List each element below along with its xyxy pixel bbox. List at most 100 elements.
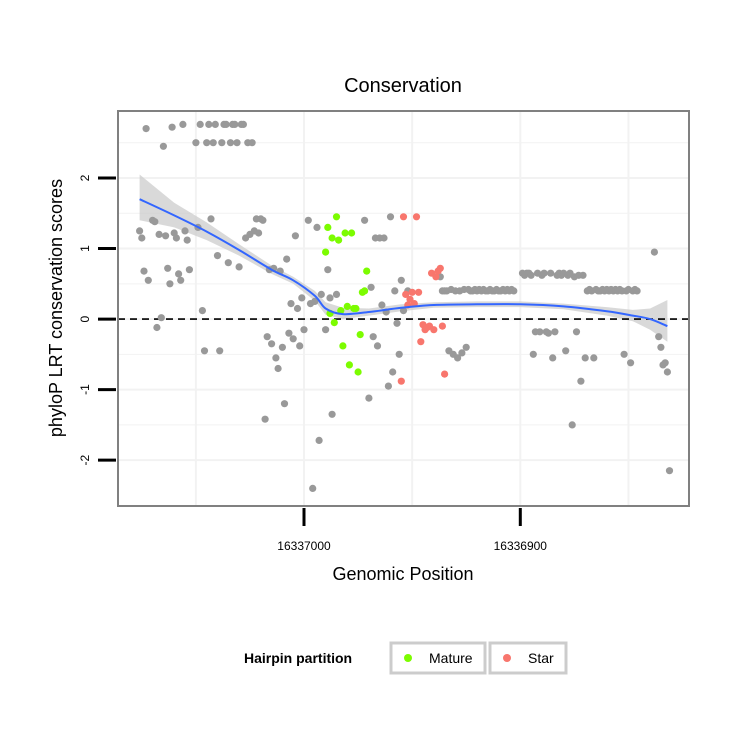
- point-other: [627, 359, 635, 367]
- point-mature: [335, 236, 343, 244]
- point-other: [280, 400, 289, 408]
- point-other: [183, 236, 191, 244]
- point-other: [380, 234, 388, 242]
- point-other: [157, 314, 165, 322]
- plot-panel: [117, 110, 690, 507]
- point-other: [304, 216, 312, 224]
- point-other: [235, 263, 243, 271]
- point-mature: [339, 342, 347, 350]
- x-axis: 16337000 16336900: [277, 508, 547, 553]
- point-other: [361, 216, 369, 224]
- point-other: [205, 120, 213, 128]
- point-other: [665, 467, 674, 475]
- point-other: [650, 248, 659, 256]
- point-other: [287, 300, 295, 308]
- point-other: [296, 342, 304, 350]
- point-other: [620, 350, 628, 358]
- point-mature: [322, 248, 330, 256]
- point-mature: [330, 319, 338, 327]
- point-other: [657, 343, 665, 351]
- point-other: [224, 259, 232, 267]
- point-mature: [363, 267, 371, 275]
- point-star: [432, 273, 440, 281]
- point-other: [144, 276, 152, 284]
- point-other: [536, 328, 544, 336]
- point-other: [278, 343, 286, 351]
- point-other: [527, 271, 535, 279]
- point-other: [181, 227, 189, 235]
- legend-key-star: [503, 654, 511, 662]
- point-other: [207, 215, 215, 223]
- y-tick-label: 0: [78, 315, 92, 322]
- point-star: [415, 288, 423, 296]
- point-other: [216, 347, 224, 355]
- point-other: [315, 436, 323, 444]
- point-other: [663, 368, 672, 376]
- point-other: [367, 283, 375, 291]
- y-tick-label: 1: [78, 245, 92, 252]
- point-other: [291, 232, 299, 240]
- point-other: [140, 267, 148, 275]
- legend-label-star: Star: [528, 650, 554, 666]
- point-other: [198, 307, 206, 315]
- y-axis: -2 -1 0 1 2: [78, 174, 116, 466]
- point-other: [369, 333, 377, 341]
- point-other: [283, 255, 291, 263]
- point-mature: [348, 229, 356, 237]
- x-tick-label: 16337000: [277, 539, 331, 553]
- point-star: [408, 288, 416, 296]
- point-star: [441, 370, 449, 378]
- point-star: [417, 338, 425, 346]
- point-other: [562, 347, 570, 355]
- point-other: [332, 290, 341, 298]
- point-other: [317, 290, 325, 298]
- point-other: [661, 359, 669, 367]
- y-tick-label: -2: [78, 455, 92, 466]
- point-other: [231, 120, 239, 128]
- point-other: [298, 294, 306, 302]
- point-other: [458, 349, 466, 357]
- point-other: [540, 269, 548, 277]
- point-mature: [345, 361, 353, 369]
- point-other: [177, 276, 185, 284]
- point-other: [166, 280, 174, 288]
- legend-item-star: [488, 641, 568, 675]
- point-other: [185, 266, 193, 274]
- point-other: [259, 216, 267, 224]
- point-other: [326, 294, 334, 302]
- gridlines: [118, 111, 689, 506]
- point-other: [393, 319, 401, 327]
- point-mature: [354, 368, 362, 376]
- legend-title: Hairpin partition: [244, 650, 352, 666]
- point-other: [153, 323, 161, 332]
- point-mature: [332, 213, 341, 221]
- panel-border: [117, 110, 690, 507]
- point-other: [373, 342, 382, 350]
- point-other: [196, 120, 204, 128]
- point-other: [211, 120, 219, 128]
- y-axis-title: phyloP LRT conservation scores: [46, 179, 66, 437]
- point-other: [581, 354, 589, 362]
- point-other: [389, 368, 397, 376]
- point-other: [159, 142, 167, 150]
- point-other: [162, 232, 170, 240]
- point-other: [391, 287, 399, 295]
- point-mature: [343, 302, 351, 310]
- point-other: [462, 343, 470, 351]
- point-other: [209, 139, 217, 147]
- smooth-trend-line: [139, 198, 668, 328]
- y-tick-label: -1: [78, 384, 92, 395]
- point-other: [142, 125, 150, 133]
- point-mature: [337, 307, 345, 315]
- point-other: [289, 335, 297, 343]
- point-mature: [356, 331, 364, 339]
- point-other: [386, 213, 395, 221]
- point-mature: [341, 229, 349, 237]
- point-other: [399, 307, 408, 315]
- point-other: [200, 347, 209, 355]
- point-other: [549, 354, 557, 362]
- point-other: [313, 223, 321, 231]
- point-other: [151, 218, 159, 226]
- point-other: [136, 227, 144, 235]
- point-other: [378, 301, 386, 309]
